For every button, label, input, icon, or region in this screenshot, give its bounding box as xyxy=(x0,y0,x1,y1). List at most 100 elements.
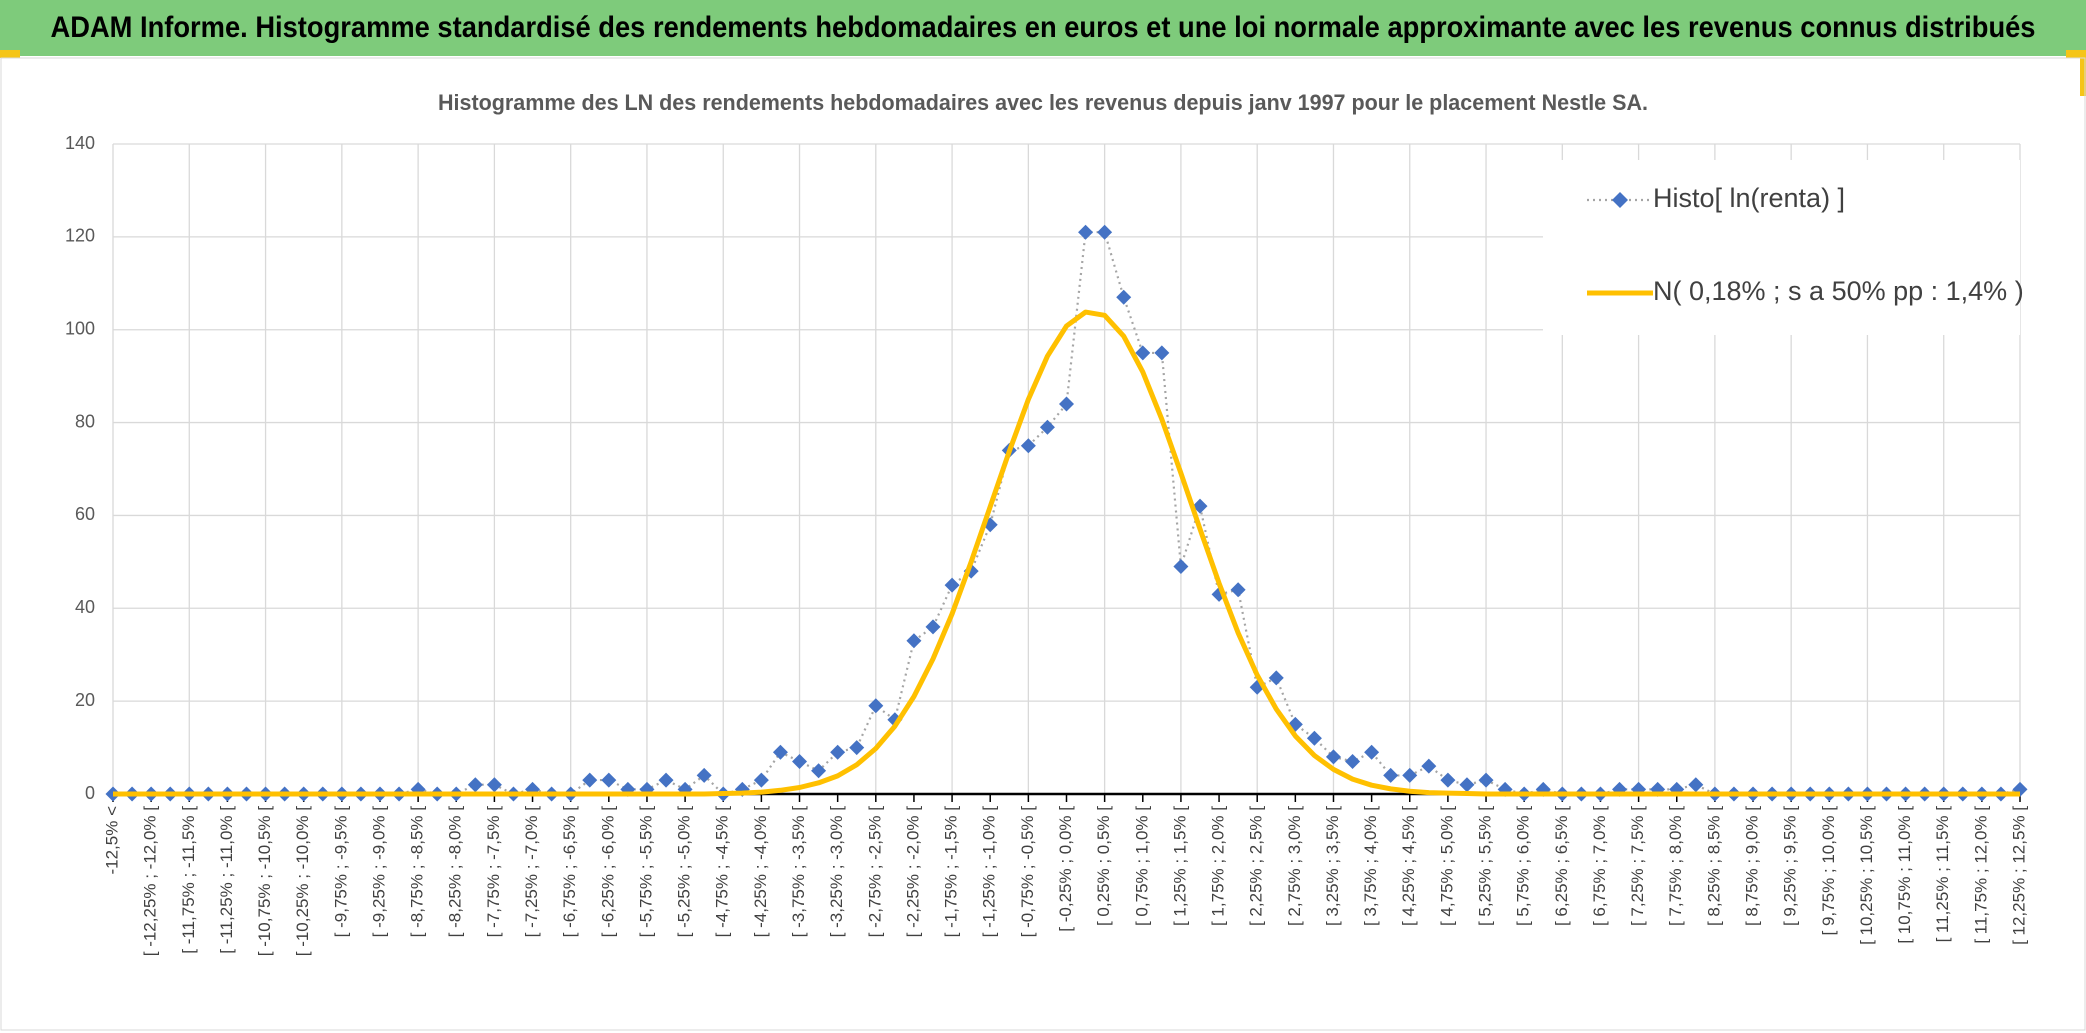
x-tick-label: [ 4,25% ; 4,5% [ xyxy=(1399,806,1418,926)
data-point xyxy=(582,772,598,788)
x-tick-label: [ 2,25% ; 2,5% [ xyxy=(1247,806,1266,926)
y-tick-label: 0 xyxy=(85,783,95,803)
data-point xyxy=(868,698,884,714)
x-tick-label: [ -3,25% ; -3,0% [ xyxy=(827,806,846,938)
x-tick-label: [ 6,75% ; 7,0% [ xyxy=(1590,806,1609,926)
x-tick-label: [ -0,25% ; 0,0% [ xyxy=(1056,806,1075,932)
y-tick-label: 60 xyxy=(75,504,95,524)
data-point xyxy=(1688,777,1704,793)
x-tick-label: [ -9,75% ; -9,5% [ xyxy=(331,806,350,938)
x-tick-label: [ 1,25% ; 1,5% [ xyxy=(1170,806,1189,926)
data-point xyxy=(1478,772,1494,788)
x-tick-label: [ -6,25% ; -6,0% [ xyxy=(598,806,617,938)
data-point xyxy=(925,619,941,635)
data-point xyxy=(1039,419,1055,435)
data-point xyxy=(753,772,769,788)
data-point xyxy=(772,744,788,760)
x-tick-label: [ 12,25% ; 12,5% [ xyxy=(2009,806,2028,945)
y-tick-label: 40 xyxy=(75,597,95,617)
x-tick-label: [ 3,75% ; 4,0% [ xyxy=(1361,806,1380,926)
data-point xyxy=(696,767,712,783)
data-point xyxy=(658,772,674,788)
header-bar xyxy=(0,0,2086,56)
data-point xyxy=(1345,754,1361,769)
x-tick-label: [ -6,75% ; -6,5% [ xyxy=(560,806,579,938)
plot xyxy=(105,224,2028,802)
data-point xyxy=(1192,498,1208,514)
x-tick-label: [ 8,25% ; 8,5% [ xyxy=(1704,806,1723,926)
x-tick-label: [ -7,25% ; -7,0% [ xyxy=(522,806,541,938)
x-tick-label: [ 0,25% ; 0,5% [ xyxy=(1094,806,1113,926)
data-point xyxy=(1402,767,1418,783)
x-tick-label: [ 5,25% ; 5,5% [ xyxy=(1476,806,1495,926)
data-point xyxy=(1325,749,1341,765)
legend-box xyxy=(1543,160,2020,335)
x-tick-label: [ 9,25% ; 9,5% [ xyxy=(1781,806,1800,926)
data-point xyxy=(1020,438,1036,454)
x-tick-label: [ -9,25% ; -9,0% [ xyxy=(369,806,388,938)
data-point xyxy=(906,633,922,649)
header-corner xyxy=(0,50,20,58)
data-point xyxy=(830,744,846,760)
x-tick-label: [ -10,75% ; -10,5% [ xyxy=(255,806,274,957)
x-tick-label: [ -8,75% ; -8,5% [ xyxy=(408,806,427,938)
data-point xyxy=(1230,582,1246,598)
x-tick-label: [ 9,75% ; 10,0% [ xyxy=(1819,806,1838,936)
data-point xyxy=(486,777,502,793)
x-tick-label: [ -4,25% ; -4,0% [ xyxy=(751,806,770,938)
data-point xyxy=(467,777,483,793)
x-tick-label: [ -5,75% ; -5,5% [ xyxy=(636,806,655,938)
x-tick-label: [ 6,25% ; 6,5% [ xyxy=(1552,806,1571,926)
x-tick-label: -12,5% < xyxy=(102,806,121,875)
x-tick-label: [ -10,25% ; -10,0% [ xyxy=(293,806,312,957)
x-tick-label: [ -8,25% ; -8,0% [ xyxy=(446,806,465,938)
grid: 0 20 40 60 80 100 120 140 -12,5% < [ -12,25% ; -1… xyxy=(65,133,2029,957)
data-point xyxy=(1383,767,1399,783)
data-point xyxy=(1135,345,1151,361)
x-tick-label: [ -7,75% ; -7,5% [ xyxy=(484,806,503,938)
x-tick-label: [ 10,75% ; 11,0% [ xyxy=(1895,806,1914,944)
x-tick-label: [ 7,75% ; 8,0% [ xyxy=(1666,806,1685,926)
y-tick-label: 140 xyxy=(65,133,95,153)
series-line xyxy=(113,309,2020,797)
data-point xyxy=(1097,224,1113,240)
x-tick-label: [ -11,25% ; -11,0% [ xyxy=(217,806,236,954)
x-tick-label: [ 5,75% ; 6,0% [ xyxy=(1514,806,1533,926)
y-tick-label: 120 xyxy=(65,226,95,246)
data-point xyxy=(1078,224,1094,240)
data-point xyxy=(1421,758,1437,774)
x-tick-label: [ -11,75% ; -11,5% [ xyxy=(179,806,198,954)
x-tick-label: [ -1,25% ; -1,0% [ xyxy=(980,806,999,938)
x-tick-label: [ -2,75% ; -2,5% [ xyxy=(865,806,884,938)
x-tick-label: [ -12,25% ; -12,0% [ xyxy=(141,806,160,957)
x-tick-label: [ 11,75% ; 12,0% [ xyxy=(1971,806,1990,944)
chart-border xyxy=(0,57,2086,1031)
data-point xyxy=(601,772,617,788)
x-tick-label: [ -3,75% ; -3,5% [ xyxy=(789,806,808,938)
data-point xyxy=(1364,744,1380,760)
x-tick-label: [ -5,25% ; -5,0% [ xyxy=(675,806,694,938)
data-point xyxy=(1306,730,1322,746)
x-tick-label: [ 1,75% ; 2,0% [ xyxy=(1209,806,1228,926)
y-tick-label: 100 xyxy=(65,318,95,338)
data-point xyxy=(849,740,865,756)
data-point xyxy=(944,577,960,593)
data-point xyxy=(1268,670,1284,686)
x-tick-label: [ -1,75% ; -1,5% [ xyxy=(942,806,961,938)
x-tick-label: [ 3,25% ; 3,5% [ xyxy=(1323,806,1342,926)
x-tick-label: [ 4,75% ; 5,0% [ xyxy=(1437,806,1456,926)
x-tick-label: [ -4,75% ; -4,5% [ xyxy=(713,806,732,938)
legend-marker xyxy=(1612,192,1628,208)
x-tick-label: [ 10,25% ; 10,5% [ xyxy=(1857,806,1876,945)
legend-label: Histo[ ln(renta) ] xyxy=(1653,183,1845,213)
x-tick-label: [ -2,25% ; -2,0% [ xyxy=(903,806,922,938)
x-tick-label: [ 0,75% ; 1,0% [ xyxy=(1132,806,1151,926)
data-point xyxy=(811,763,827,779)
legend-label: N( 0,18% ; s a 50% pp : 1,4% ) xyxy=(1653,276,2024,306)
data-point xyxy=(1173,559,1189,574)
data-point xyxy=(1440,772,1456,788)
chart-title: Histogramme des LN des rendements hebdom… xyxy=(438,90,1648,115)
x-tick-label: [ -0,75% ; -0,5% [ xyxy=(1018,806,1037,938)
data-point xyxy=(1459,777,1475,793)
